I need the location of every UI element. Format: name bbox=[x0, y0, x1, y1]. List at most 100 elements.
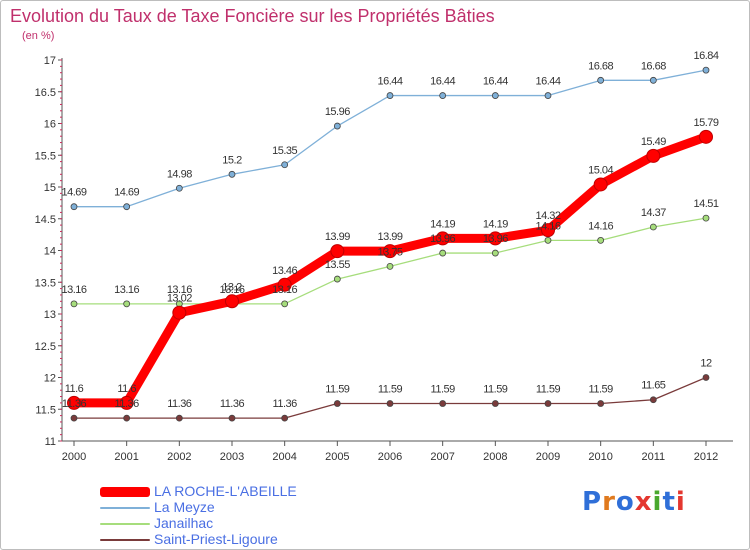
data-label-0: 13.99 bbox=[377, 231, 402, 243]
logo-letter: P bbox=[582, 487, 603, 517]
data-point-3 bbox=[70, 414, 78, 422]
data-label-1: 15.2 bbox=[222, 154, 242, 166]
x-tick-label: 2002 bbox=[167, 451, 191, 463]
legend-label: La Meyze bbox=[154, 499, 215, 515]
data-point-0 bbox=[541, 223, 555, 238]
y-tick-label: 12.5 bbox=[35, 341, 56, 353]
data-label-3: 11.36 bbox=[62, 398, 87, 410]
data-point-1 bbox=[649, 76, 657, 84]
data-point-1 bbox=[439, 92, 447, 99]
y-tick-label: 11 bbox=[45, 436, 56, 448]
data-label-2: 13.16 bbox=[219, 284, 244, 296]
data-point-3 bbox=[123, 414, 131, 422]
data-label-1: 16.68 bbox=[641, 60, 666, 72]
data-point-0 bbox=[593, 177, 608, 192]
data-point-2 bbox=[597, 236, 605, 244]
data-label-2: 13.16 bbox=[167, 284, 192, 296]
data-point-3 bbox=[228, 414, 236, 422]
data-point-2 bbox=[70, 300, 78, 308]
data-point-3 bbox=[491, 400, 499, 407]
data-label-3: 12 bbox=[700, 358, 712, 370]
legend-label: Janailhac bbox=[154, 515, 214, 531]
legend-swatch bbox=[100, 523, 150, 525]
data-point-0 bbox=[646, 148, 661, 163]
data-label-3: 11.36 bbox=[167, 398, 192, 410]
x-tick-label: 2011 bbox=[642, 451, 666, 463]
data-label-2: 13.16 bbox=[272, 284, 297, 296]
data-label-0: 13.02 bbox=[167, 293, 192, 305]
y-tick-label: 11.5 bbox=[35, 404, 56, 416]
data-point-3 bbox=[439, 400, 447, 407]
logo-letter: i bbox=[652, 487, 663, 517]
x-tick-label: 2006 bbox=[378, 451, 402, 463]
y-tick-label: 12 bbox=[44, 373, 56, 385]
data-point-1 bbox=[597, 76, 605, 84]
data-label-2: 14.16 bbox=[535, 220, 560, 232]
legend-label: Saint-Priest-Ligoure bbox=[154, 531, 278, 547]
proxiti-logo: Proxiti bbox=[582, 487, 686, 517]
series-line-1 bbox=[73, 69, 707, 208]
data-label-0: 11.6 bbox=[117, 383, 136, 395]
data-point-2 bbox=[123, 300, 131, 308]
x-tick-label: 2000 bbox=[62, 451, 86, 463]
data-label-3: 11.59 bbox=[589, 384, 614, 396]
logo-letter: t bbox=[662, 487, 676, 517]
data-label-1: 16.44 bbox=[483, 76, 508, 88]
x-tick-label: 2009 bbox=[536, 451, 560, 463]
data-point-0 bbox=[225, 294, 239, 309]
data-label-1: 16.84 bbox=[693, 50, 718, 62]
data-point-1 bbox=[491, 92, 499, 99]
data-label-1: 15.35 bbox=[272, 145, 297, 157]
data-label-3: 11.59 bbox=[378, 384, 403, 396]
data-point-2 bbox=[649, 223, 657, 231]
data-point-1 bbox=[544, 92, 552, 99]
data-label-3: 11.59 bbox=[325, 384, 350, 396]
y-tick-label: 14 bbox=[44, 246, 56, 258]
data-point-0 bbox=[330, 244, 345, 259]
x-tick-label: 2010 bbox=[588, 451, 612, 463]
data-label-3: 11.65 bbox=[641, 380, 666, 392]
data-point-3 bbox=[597, 400, 605, 407]
data-point-0 bbox=[435, 231, 450, 246]
data-label-1: 16.68 bbox=[588, 60, 613, 72]
data-label-0: 13.46 bbox=[272, 265, 297, 277]
legend-swatch bbox=[100, 507, 150, 509]
data-point-2 bbox=[281, 300, 289, 308]
x-tick-label: 2007 bbox=[430, 451, 454, 463]
data-label-0: 11.6 bbox=[65, 383, 84, 395]
data-label-1: 16.44 bbox=[430, 76, 455, 88]
data-label-3: 11.59 bbox=[536, 384, 561, 396]
data-label-2: 13.96 bbox=[430, 233, 455, 245]
data-label-0: 13.2 bbox=[222, 281, 242, 293]
data-label-2: 14.51 bbox=[693, 198, 718, 210]
y-tick-label: 15 bbox=[44, 182, 56, 194]
data-point-0 bbox=[119, 395, 134, 410]
data-label-0: 15.04 bbox=[588, 164, 613, 176]
data-label-1: 15.96 bbox=[325, 106, 350, 118]
data-point-0 bbox=[67, 395, 81, 410]
data-label-0: 15.79 bbox=[693, 117, 718, 129]
data-label-3: 11.36 bbox=[273, 398, 298, 410]
legend-swatch bbox=[100, 539, 150, 541]
logo-letter: r bbox=[602, 487, 616, 517]
data-label-2: 14.16 bbox=[588, 220, 613, 232]
data-label-2: 13.16 bbox=[114, 284, 139, 296]
data-point-3 bbox=[281, 414, 289, 422]
data-label-1: 16.44 bbox=[535, 76, 560, 88]
data-point-0 bbox=[383, 244, 397, 259]
data-point-3 bbox=[333, 400, 341, 407]
x-tick-label: 2001 bbox=[114, 451, 138, 463]
logo-letter: o bbox=[615, 487, 635, 517]
logo-letter: i bbox=[675, 487, 686, 517]
data-label-2: 13.96 bbox=[483, 233, 508, 245]
x-tick-label: 2003 bbox=[220, 451, 244, 463]
logo-letter: x bbox=[634, 487, 653, 517]
data-label-3: 11.36 bbox=[115, 398, 140, 410]
y-tick-label: 16.5 bbox=[35, 87, 56, 99]
data-point-0 bbox=[172, 305, 187, 320]
x-tick-label: 2008 bbox=[483, 451, 507, 463]
data-point-3 bbox=[702, 374, 710, 381]
data-label-1: 16.44 bbox=[377, 76, 402, 88]
data-point-0 bbox=[277, 277, 292, 292]
data-point-3 bbox=[649, 396, 657, 404]
